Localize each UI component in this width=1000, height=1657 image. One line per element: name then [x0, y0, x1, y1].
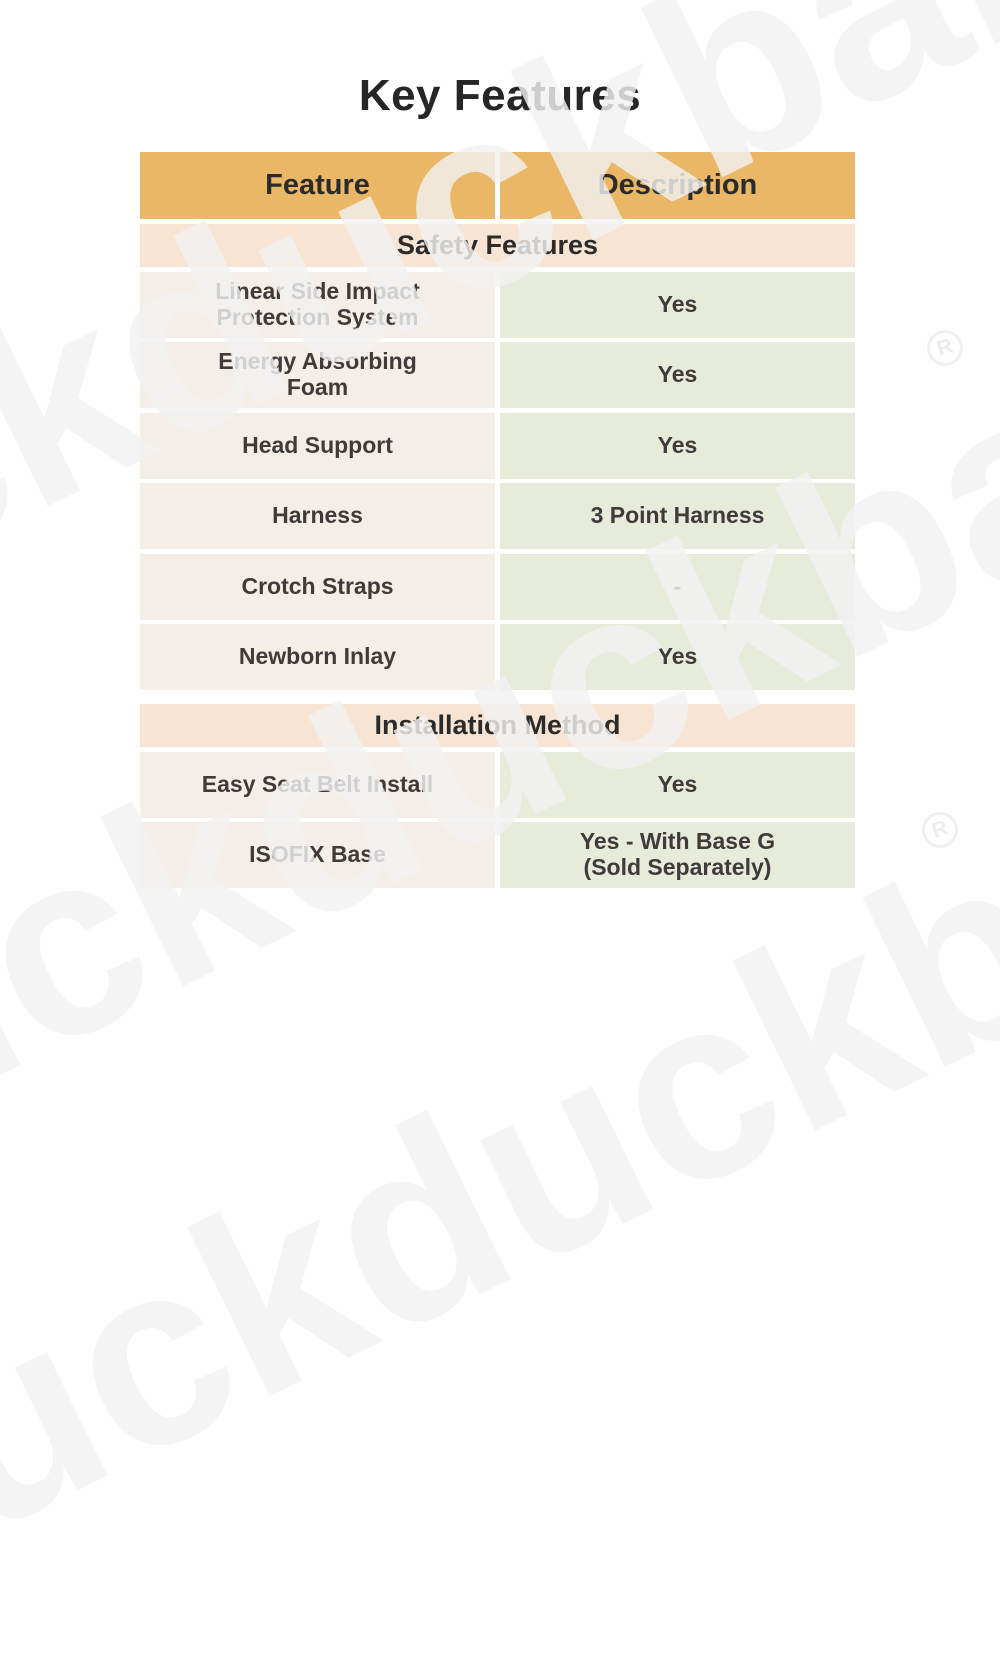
description-cell: Yes - With Base G (Sold Separately) — [500, 822, 855, 888]
feature-cell: Crotch Straps — [140, 553, 495, 620]
feature-cell: Easy Seat Belt Install — [140, 751, 495, 818]
table-row: Harness 3 Point Harness — [140, 483, 855, 549]
description-cell: Yes — [500, 271, 855, 338]
description-cell: Yes — [500, 342, 855, 408]
table-row: Head Support Yes — [140, 412, 855, 479]
feature-cell: Linear Side Impact Protection System — [140, 271, 495, 338]
registered-trademark-icon: R — [922, 325, 968, 371]
feature-cell: ISOFIX Base — [140, 822, 495, 888]
table-row: Linear Side Impact Protection System Yes — [140, 271, 855, 338]
registered-trademark-icon: R — [917, 807, 963, 853]
feature-cell: Energy Absorbing Foam — [140, 342, 495, 408]
table-row: Easy Seat Belt Install Yes — [140, 751, 855, 818]
key-features-table: Feature Description Safety Features Line… — [140, 152, 855, 893]
section-header-installation-method: Installation Method — [140, 703, 855, 747]
feature-cell: Newborn Inlay — [140, 624, 495, 690]
table-row: Energy Absorbing Foam Yes — [140, 342, 855, 408]
description-cell: - — [500, 553, 855, 620]
column-header-description: Description — [500, 152, 855, 219]
feature-cell: Head Support — [140, 412, 495, 479]
table-row: Crotch Straps - — [140, 553, 855, 620]
page-title: Key Features — [358, 71, 642, 120]
column-header-feature: Feature — [140, 152, 495, 219]
table-row: Newborn Inlay Yes — [140, 624, 855, 690]
description-cell: Yes — [500, 624, 855, 690]
description-cell: 3 Point Harness — [500, 483, 855, 549]
feature-cell: Harness — [140, 483, 495, 549]
description-cell: Yes — [500, 412, 855, 479]
description-cell: Yes — [500, 751, 855, 818]
section-header-safety-features: Safety Features — [140, 223, 855, 267]
table-header-row: Feature Description — [140, 152, 855, 219]
table-row: ISOFIX Base Yes - With Base G (Sold Sepa… — [140, 822, 855, 888]
